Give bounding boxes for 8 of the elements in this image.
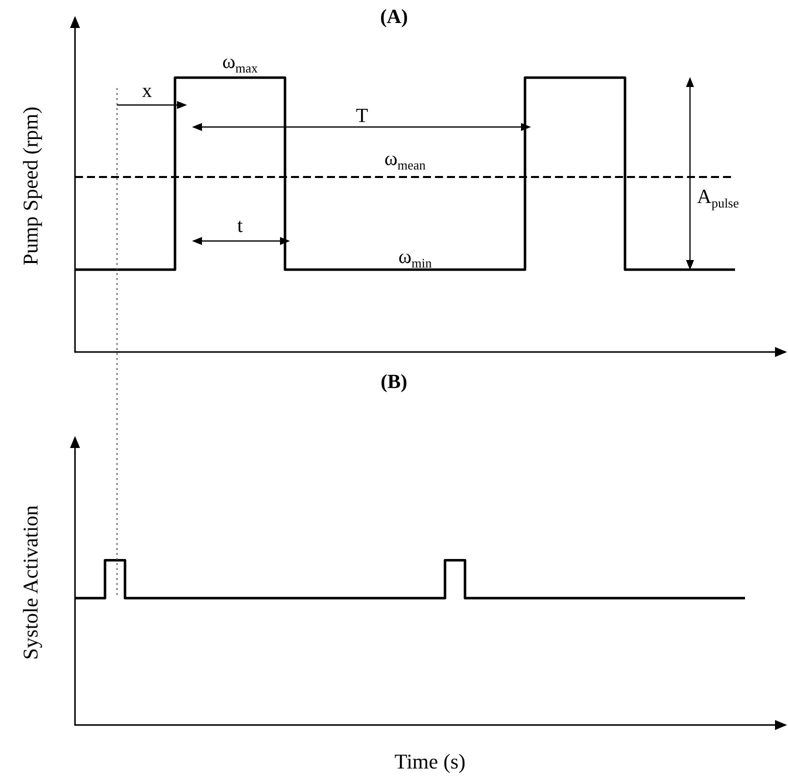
annotation: T: [356, 105, 368, 127]
x-axis-title: Time (s): [394, 750, 466, 774]
annotation: t: [237, 215, 244, 237]
annotation: x: [142, 80, 152, 102]
y-axis-title: Systole Activation: [18, 504, 42, 660]
chart-title: (A): [380, 6, 408, 28]
y-axis-title: Pump Speed (rpm): [18, 106, 42, 266]
chart-title: (B): [380, 371, 408, 393]
